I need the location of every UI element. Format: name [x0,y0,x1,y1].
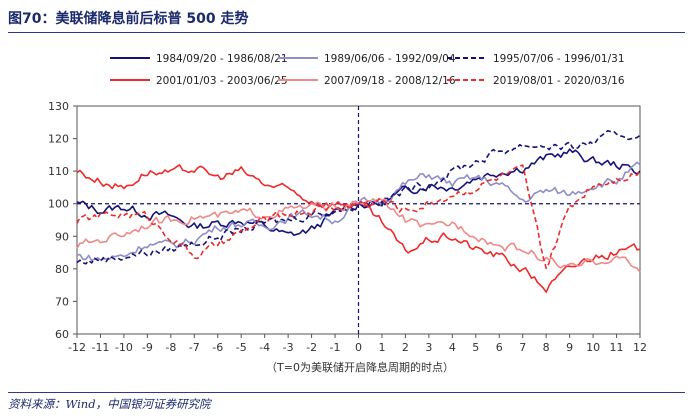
x-tick-label: -9 [142,341,153,354]
x-tick-label: -10 [115,341,133,354]
source-note: 资料来源：Wind，中国银河证券研究院 [8,397,211,411]
x-tick-label: -12 [68,341,86,354]
x-tick-label: -2 [306,341,317,354]
title-divider [8,32,685,33]
x-tick-label: 2 [402,341,409,354]
y-tick-label: 80 [55,263,69,276]
x-tick-label: 7 [519,341,526,354]
series-line-6 [76,164,641,270]
x-tick-label: 1 [378,341,385,354]
legend-label-1: 1984/09/20 - 1986/08/21 [156,53,288,65]
y-tick-label: 130 [48,100,69,113]
x-tick-label: -8 [165,341,176,354]
legend-label-4: 2001/01/03 - 2003/06/25 [156,75,288,87]
plot-frame [76,105,641,335]
legend-label-5: 2007/09/18 - 2008/12/16 [324,75,456,87]
x-axis-label: （T=0为美联储开启降息周期的时点） [266,360,454,374]
legend-label-3: 1995/07/06 - 1996/01/31 [493,53,625,65]
x-tick-label: 8 [543,341,550,354]
x-tick-label: 4 [449,341,456,354]
x-tick-label: 12 [633,341,647,354]
x-tick-label: -4 [259,341,270,354]
x-tick-label: -1 [330,341,341,354]
y-tick-label: 70 [55,295,69,308]
legend-label-2: 1989/06/06 - 1992/09/04 [324,53,456,65]
x-tick-label: 9 [566,341,573,354]
x-tick-label: -5 [236,341,247,354]
x-tick-label: 6 [496,341,503,354]
x-tick-label: -6 [212,341,223,354]
x-tick-label: 10 [586,341,600,354]
y-axis: 60 70 80 90 100 110 120 130 [48,100,77,341]
y-tick-label: 110 [48,165,69,178]
x-tick-label: 0 [355,341,362,354]
chart-title: 图70：美联储降息前后标普 500 走势 [8,11,249,27]
x-tick-label: -3 [283,341,294,354]
x-tick-label: 5 [472,341,479,354]
x-tick-label: -7 [189,341,200,354]
source-divider [8,392,685,393]
y-tick-label: 90 [55,230,69,243]
x-tick-label: 11 [610,341,624,354]
legend-label-6: 2019/08/01 - 2020/03/16 [493,75,625,87]
legend: 1984/09/20 - 1986/08/21 1989/06/06 - 1992… [110,53,625,87]
x-tick-label: -11 [91,341,109,354]
y-tick-label: 60 [55,328,69,341]
line-chart: 1984/09/20 - 1986/08/21 1989/06/06 - 1992… [48,53,647,374]
series-group [76,130,641,293]
x-axis: -12 -11 -10 -9 -8 -7 -6 -5 -4 -3 -2 -1 0 1 2 3 4 5 6 7 8 9 10 1… [68,334,647,354]
y-tick-label: 100 [48,198,69,211]
x-tick-label: 3 [425,341,432,354]
y-tick-label: 120 [48,133,69,146]
